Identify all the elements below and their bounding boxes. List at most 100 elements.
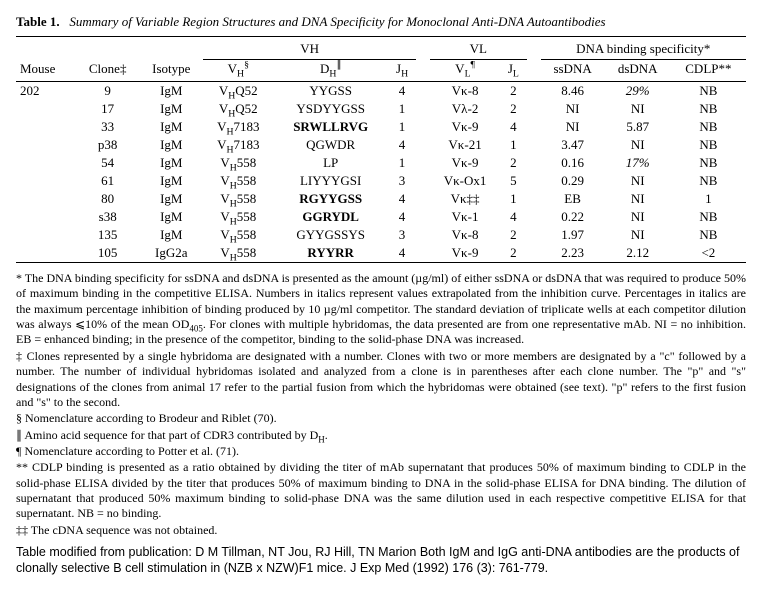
cell-cdlp: NB: [671, 154, 746, 172]
table-row: p38IgMVH7183QGWDR4Vκ-2113.47NINB: [16, 136, 746, 154]
cell-ssdna: EB: [541, 190, 605, 208]
table-row: 33IgMVH7183SRWLLRVG1Vκ-94NI5.87NB: [16, 118, 746, 136]
citation: Table modified from publication: D M Til…: [16, 544, 746, 577]
cell-vh: VH558: [203, 190, 273, 208]
cell-mouse: 202: [16, 82, 76, 101]
spacer: [527, 244, 541, 263]
cell-cdlp: NB: [671, 208, 746, 226]
cell-vl: Vκ-9: [430, 154, 500, 172]
cell-clone: 9: [76, 82, 139, 101]
cell-vh: VHQ52: [203, 82, 273, 101]
cell-dh: QGWDR: [273, 136, 388, 154]
cell-vh: VH7183: [203, 118, 273, 136]
cell-vl: Vκ-1: [430, 208, 500, 226]
cell-vh: VHQ52: [203, 100, 273, 118]
cell-isotype: IgM: [139, 82, 203, 101]
spacer: [527, 82, 541, 101]
cell-jl: 2: [500, 82, 526, 101]
cell-jh: 1: [388, 154, 416, 172]
cell-ssdna: 2.23: [541, 244, 605, 263]
cell-dsdna: 29%: [605, 82, 671, 101]
cell-jl: 2: [500, 226, 526, 244]
cell-clone: 61: [76, 172, 139, 190]
col-cdlp: CDLP**: [671, 60, 746, 82]
cell-jh: 4: [388, 82, 416, 101]
col-ssdna: ssDNA: [541, 60, 605, 82]
spacer: [416, 136, 430, 154]
cell-jh: 1: [388, 100, 416, 118]
cell-dsdna: 17%: [605, 154, 671, 172]
cell-clone: p38: [76, 136, 139, 154]
cell-jh: 4: [388, 136, 416, 154]
cell-dh: RGYYGSS: [273, 190, 388, 208]
table-row: s38IgMVH558GGRYDL4Vκ-140.22NINB: [16, 208, 746, 226]
cell-vh: VH558: [203, 226, 273, 244]
cell-dsdna: NI: [605, 100, 671, 118]
cell-dsdna: 5.87: [605, 118, 671, 136]
cell-clone: 33: [76, 118, 139, 136]
cell-isotype: IgM: [139, 190, 203, 208]
spacer: [416, 82, 430, 101]
group-vh: VH: [203, 37, 416, 60]
footnotes: * The DNA binding specificity for ssDNA …: [16, 271, 746, 538]
table-title: Table 1. Summary of Variable Region Stru…: [16, 14, 746, 30]
footnote: ¶ Nomenclature according to Potter et al…: [16, 444, 746, 459]
cell-isotype: IgM: [139, 208, 203, 226]
spacer: [527, 136, 541, 154]
footnote: ** CDLP binding is presented as a ratio …: [16, 460, 746, 521]
cell-ssdna: 1.97: [541, 226, 605, 244]
cell-jl: 4: [500, 208, 526, 226]
table-row: 61IgMVH558LIYYYGSI3Vκ-Ox150.29NINB: [16, 172, 746, 190]
table-caption: Summary of Variable Region Structures an…: [69, 14, 605, 29]
cell-isotype: IgM: [139, 118, 203, 136]
table-body: 2029IgMVHQ52YYGSS4Vκ-828.4629%NB17IgMVHQ…: [16, 82, 746, 263]
cell-cdlp: NB: [671, 82, 746, 101]
cell-jl: 2: [500, 154, 526, 172]
cell-clone: 54: [76, 154, 139, 172]
col-dsdna: dsDNA: [605, 60, 671, 82]
cell-isotype: IgM: [139, 154, 203, 172]
col-mouse: Mouse: [16, 60, 76, 82]
cell-ssdna: 0.16: [541, 154, 605, 172]
spacer: [527, 172, 541, 190]
cell-mouse: [16, 100, 76, 118]
cell-jh: 4: [388, 244, 416, 263]
cell-cdlp: 1: [671, 190, 746, 208]
cell-vh: VH558: [203, 208, 273, 226]
cell-vh: VH558: [203, 154, 273, 172]
cell-clone: 80: [76, 190, 139, 208]
spacer: [527, 100, 541, 118]
cell-isotype: IgM: [139, 136, 203, 154]
cell-mouse: [16, 172, 76, 190]
cell-dh: YYGSS: [273, 82, 388, 101]
cell-ssdna: 3.47: [541, 136, 605, 154]
cell-ssdna: 0.29: [541, 172, 605, 190]
cell-vh: VH7183: [203, 136, 273, 154]
cell-dsdna: NI: [605, 190, 671, 208]
cell-dh: GGRYDL: [273, 208, 388, 226]
cell-clone: 135: [76, 226, 139, 244]
table-row: 2029IgMVHQ52YYGSS4Vκ-828.4629%NB: [16, 82, 746, 101]
cell-dh: YSDYYGSS: [273, 100, 388, 118]
spacer: [416, 154, 430, 172]
cell-clone: 17: [76, 100, 139, 118]
col-isotype: Isotype: [139, 60, 203, 82]
cell-vh: VH558: [203, 244, 273, 263]
cell-cdlp: NB: [671, 100, 746, 118]
cell-jh: 4: [388, 208, 416, 226]
cell-jl: 2: [500, 244, 526, 263]
cell-jh: 3: [388, 172, 416, 190]
footnote: ∥ Amino acid sequence for that part of C…: [16, 428, 746, 443]
cell-clone: 105: [76, 244, 139, 263]
spacer: [416, 190, 430, 208]
col-jl: JL: [500, 60, 526, 82]
cell-mouse: [16, 244, 76, 263]
footnote: § Nomenclature according to Brodeur and …: [16, 411, 746, 426]
cell-isotype: IgM: [139, 100, 203, 118]
cell-jl: 1: [500, 136, 526, 154]
col-vh: VH§: [203, 60, 273, 82]
cell-mouse: [16, 154, 76, 172]
cell-cdlp: NB: [671, 172, 746, 190]
cell-dsdna: NI: [605, 172, 671, 190]
cell-cdlp: NB: [671, 226, 746, 244]
